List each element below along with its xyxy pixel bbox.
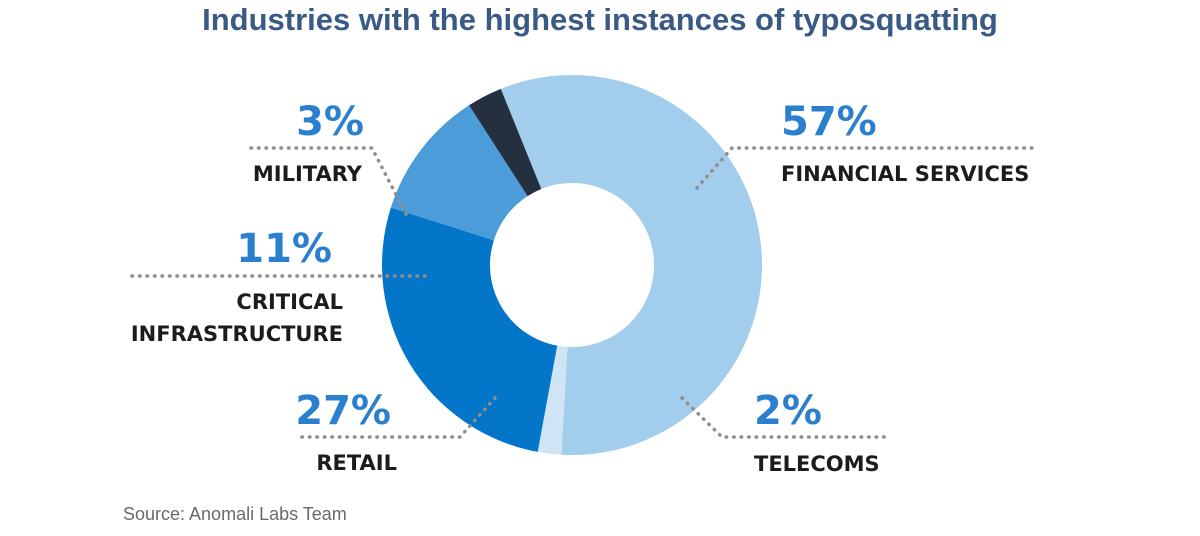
slice-percent-telecoms: 2% [754,388,822,434]
donut-slice-retail [382,207,558,452]
slice-percent-retail: 27% [295,388,391,434]
slice-label-critical-infrastructure-line-1: CRITICAL [236,290,343,314]
slice-label-telecoms: TELECOMS [754,452,880,476]
slice-percent-critical-infrastructure: 11% [236,226,332,272]
donut-slice-critical-infrastructure [390,105,528,241]
slice-label-financial-services: FINANCIAL SERVICES [781,162,1029,186]
donut-slice-military [469,88,542,197]
donut-slices [382,75,762,455]
slice-label-critical-infrastructure-line-2: INFRASTRUCTURE [131,322,343,346]
source-note: Source: Anomali Labs Team [123,504,347,524]
leader-line-military [249,146,410,220]
slice-label-retail: RETAIL [316,451,397,475]
leader-line-retail [295,396,497,439]
slice-percent-military: 3% [296,99,364,145]
leader-line-telecoms [680,396,886,439]
leader-lines [124,146,1040,439]
chart-title: Industries with the highest instances of… [202,2,998,37]
slice-label-military: MILITARY [253,162,363,186]
leader-line-financial-services [695,146,1040,190]
donut-slice-financial-services [500,75,762,455]
slice-percent-financial-services: 57% [781,99,877,145]
donut-slice-telecoms [537,345,568,455]
